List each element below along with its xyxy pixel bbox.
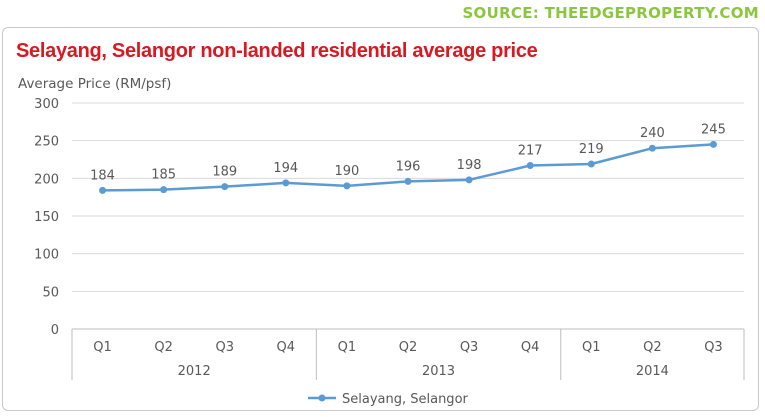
data-label: 240 [640, 126, 665, 141]
x-group-label: 2012 [178, 364, 211, 379]
y-tick-label: 150 [34, 210, 59, 225]
chart-title: Selayang, Selangor non-landed residentia… [16, 40, 538, 62]
x-tick-label: Q1 [338, 340, 357, 355]
x-tick-label: Q4 [521, 340, 540, 355]
x-tick-label: Q2 [643, 340, 662, 355]
y-tick-label: 300 [34, 97, 59, 112]
chart-frame [2, 27, 759, 411]
data-label: 245 [701, 122, 726, 137]
legend: Selayang, Selangor [308, 392, 469, 407]
data-label: 184 [90, 168, 115, 183]
data-point [465, 176, 473, 184]
x-tick-label: Q2 [399, 340, 418, 355]
data-point [648, 144, 656, 152]
data-point [709, 140, 717, 148]
data-label: 189 [212, 165, 237, 180]
legend-label: Selayang, Selangor [342, 392, 469, 407]
y-tick-label: 250 [34, 135, 59, 150]
data-point [526, 162, 534, 170]
data-label: 198 [457, 158, 482, 173]
legend-marker [318, 394, 326, 402]
data-point [343, 182, 351, 190]
data-point [282, 179, 290, 187]
data-point [221, 183, 229, 191]
y-tick-label: 0 [51, 323, 59, 338]
x-tick-label: Q1 [93, 340, 112, 355]
grid-layer [72, 102, 744, 292]
y-tick-label: 100 [34, 248, 59, 263]
data-point [404, 177, 412, 185]
data-label: 194 [273, 161, 298, 176]
data-point [99, 186, 107, 194]
data-point [160, 186, 168, 194]
data-label: 219 [579, 142, 604, 157]
x-tick-label: Q1 [582, 340, 601, 355]
y-axis-label: Average Price (RM/psf) [18, 76, 171, 92]
data-label: 190 [334, 164, 359, 179]
x-tick-label: Q3 [215, 340, 234, 355]
data-label: 217 [518, 144, 543, 159]
data-label: 185 [151, 168, 176, 183]
x-tick-label: Q4 [277, 340, 296, 355]
x-tick-label: Q2 [154, 340, 173, 355]
x-group-label: 2013 [422, 364, 455, 379]
x-group-label: 2014 [636, 364, 669, 379]
axis-layer: 0 50 100 150 200 250 300 Q1 Q2 Q3 Q4 Q1 Q2 Q3 Q4 Q1 Q2 Q3… [34, 97, 745, 380]
y-tick-label: 200 [34, 172, 59, 187]
x-tick-label: Q3 [704, 340, 723, 355]
data-label: 196 [396, 159, 421, 174]
data-point [587, 160, 595, 168]
x-tick-label: Q3 [460, 340, 479, 355]
series-layer: 184 185 189 194 190 196 198 217 219 240 245 [90, 122, 726, 194]
source-credit: SOURCE: THEEDGEPROPERTY.COM [462, 4, 759, 22]
y-tick-label: 50 [42, 285, 59, 300]
